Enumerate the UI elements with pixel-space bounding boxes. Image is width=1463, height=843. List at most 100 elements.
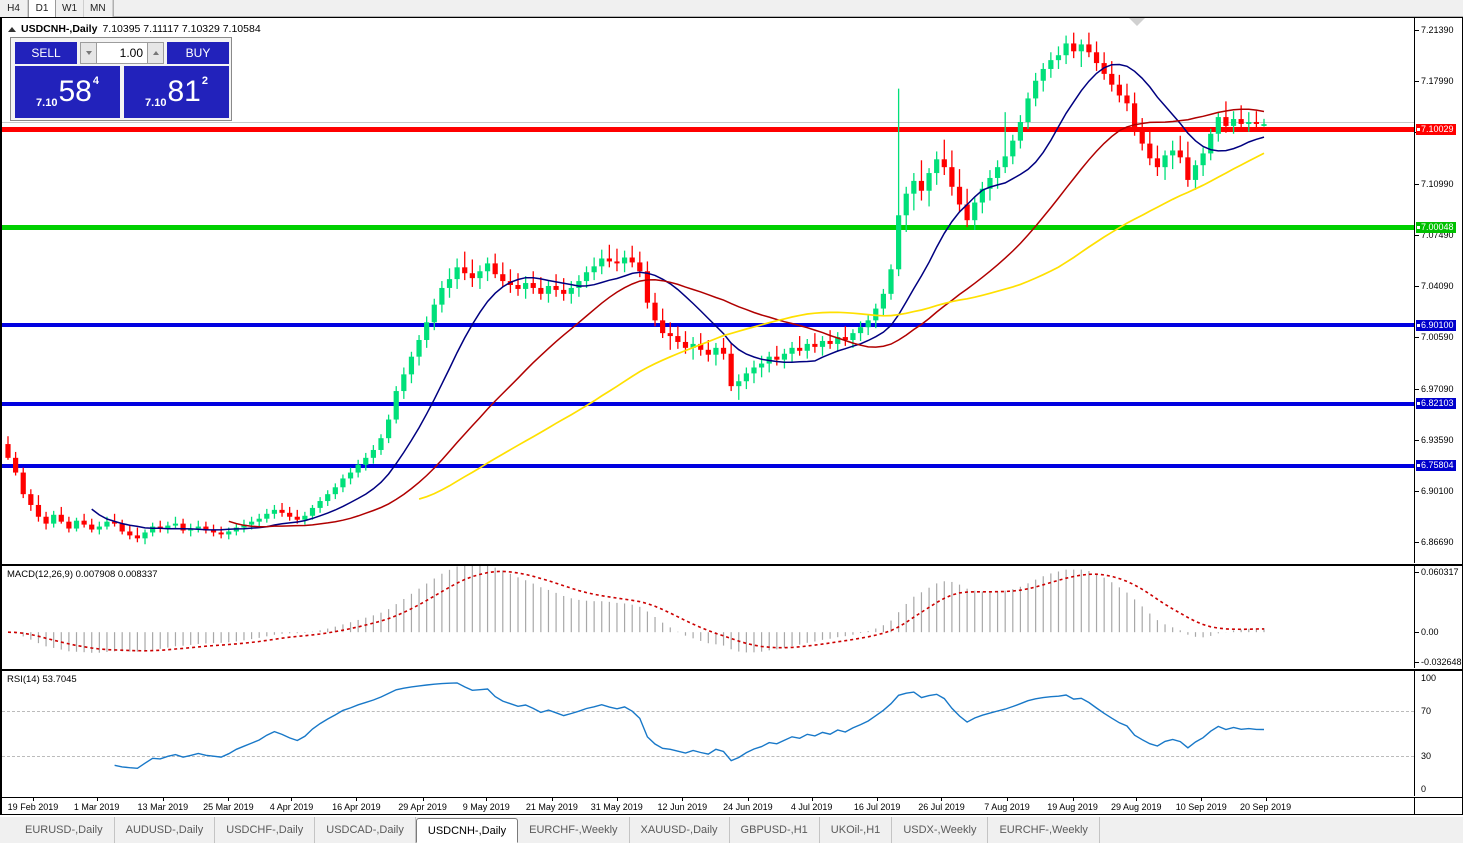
macd-axis-label: 0.060317 — [1421, 567, 1459, 577]
macd-pane[interactable]: MACD(12,26,9) 0.007908 0.008337 0.060317… — [2, 564, 1462, 668]
rsi-level-70-line — [2, 711, 1414, 713]
timeframe-button-d1[interactable]: D1 — [28, 0, 56, 17]
date-axis-label: 16 Jul 2019 — [853, 802, 901, 812]
axis-tick — [1415, 662, 1419, 663]
date-axis[interactable]: 19 Feb 2019 1 Mar 2019 13 Mar 2019 25 Mar 2… — [2, 797, 1462, 814]
date-axis-label: 29 Apr 2019 — [398, 802, 447, 812]
sell-button[interactable]: SELL — [15, 42, 77, 64]
buy-price-button[interactable]: 7.10 81 2 — [124, 66, 229, 118]
rsi-series — [114, 682, 1265, 770]
axis-tick — [1415, 572, 1419, 573]
chart-tab-eurchfweekly[interactable]: EURCHF-,Weekly — [988, 817, 1100, 843]
rsi-axis-label: 30 — [1421, 750, 1432, 761]
price-pane[interactable]: 7.213907.179907.144907.109907.074907.040… — [2, 18, 1462, 563]
rsi-pane[interactable]: RSI(14) 53.7045 100 70 30 0 — [2, 669, 1462, 796]
axis-tick — [1415, 337, 1419, 338]
axis-tick — [1415, 440, 1419, 441]
date-axis-label: 24 Jun 2019 — [723, 802, 773, 812]
timeframe-toolbar: H4 D1 W1 MN — [0, 0, 1463, 17]
chart-tabs-bar[interactable]: EURUSD-,Daily AUDUSD-,Daily USDCHF-,Daily U… — [0, 816, 1463, 843]
ohlc-values: 7.10395 7.11117 7.10329 7.10584 — [102, 23, 261, 35]
price-level-tag-7.10029[interactable]: 7.10029 — [1416, 124, 1456, 136]
chart-tab-usdcnhdaily[interactable]: USDCNH-,Daily — [415, 818, 519, 843]
price-axis-label: 7.21390 — [1421, 25, 1454, 35]
level-line-6.82103[interactable] — [2, 401, 1414, 406]
chart-tab-eurusddaily[interactable]: EURUSD-,Daily — [14, 817, 115, 843]
axis-tick — [551, 798, 553, 801]
chart-tab-usdcaddaily[interactable]: USDCAD-,Daily — [315, 817, 416, 843]
buy-button[interactable]: BUY — [167, 42, 229, 64]
volume-increase-button[interactable] — [147, 42, 164, 64]
level-line-7.10029[interactable] — [2, 127, 1414, 133]
price-plot[interactable] — [2, 18, 1414, 563]
rsi-axis-label: 70 — [1421, 706, 1432, 717]
axis-tick — [96, 798, 98, 801]
axis-tick — [422, 798, 424, 801]
chart-tab-usdchfdaily[interactable]: USDCHF-,Daily — [215, 817, 316, 843]
rsi-level-30-line — [2, 755, 1414, 757]
collapse-icon[interactable] — [8, 26, 16, 32]
timeframe-button-w1[interactable]: W1 — [56, 0, 84, 17]
price-level-tag-7.00048[interactable]: 7.00048 — [1416, 222, 1456, 234]
price-axis-label: 7.00590 — [1421, 332, 1454, 342]
volume-decrease-button[interactable] — [80, 42, 97, 64]
price-axis-label: 6.90100 — [1421, 486, 1454, 496]
price-level-tag-6.82103[interactable]: 6.82103 — [1416, 398, 1456, 410]
axis-tick — [1136, 798, 1138, 801]
ask-price-line — [2, 121, 1414, 123]
chart-tab-ukoilh1[interactable]: UKOil-,H1 — [820, 817, 893, 843]
chart-tab-eurchfweekly[interactable]: EURCHF-,Weekly — [518, 817, 630, 843]
volume-input[interactable]: 1.00 — [97, 42, 147, 64]
date-axis-label: 4 Apr 2019 — [269, 802, 314, 812]
sell-price-fraction: 4 — [92, 75, 99, 87]
date-axis-plot: 19 Feb 2019 1 Mar 2019 13 Mar 2019 25 Mar 2… — [2, 798, 1414, 814]
chart-area[interactable]: 7.213907.179907.144907.109907.074907.040… — [0, 17, 1463, 815]
level-line-7.00048[interactable] — [2, 225, 1414, 231]
axis-tick — [1415, 81, 1419, 82]
price-axis-label: 6.86690 — [1421, 537, 1454, 547]
date-axis-label: 19 Feb 2019 — [7, 802, 59, 812]
sell-price-button[interactable]: 7.10 58 4 — [15, 66, 120, 118]
axis-tick — [941, 798, 943, 801]
symbol-header: USDCNH-,Daily 7.10395 7.11117 7.10329 7.… — [8, 23, 261, 35]
chart-tab-usdxweekly[interactable]: USDX-,Weekly — [892, 817, 989, 843]
price-level-tag-6.90100[interactable]: 6.90100 — [1416, 319, 1456, 331]
sell-price-prefix: 7.10 — [36, 97, 58, 109]
timeframe-button-h4[interactable]: H4 — [0, 0, 28, 17]
price-axis-label: 7.17990 — [1421, 76, 1454, 86]
price-axis[interactable]: 7.213907.179907.144907.109907.074907.040… — [1414, 18, 1462, 563]
price-axis-label: 7.10990 — [1421, 179, 1454, 189]
one-click-trading-panel[interactable]: SELL 1.00 BUY 7.10 58 4 7.10 81 2 — [10, 37, 232, 121]
chart-tab-xauusddaily[interactable]: XAUUSD-,Daily — [630, 817, 730, 843]
timeframe-button-mn[interactable]: MN — [84, 0, 113, 17]
level-line-6.90100[interactable] — [2, 323, 1414, 328]
rsi-plot: RSI(14) 53.7045 — [2, 671, 1414, 796]
axis-tick — [616, 798, 618, 801]
symbol-label: USDCNH-,Daily — [21, 23, 98, 35]
level-line-6.75804[interactable] — [2, 463, 1414, 468]
date-axis-label: 10 Sep 2019 — [1175, 802, 1227, 812]
axis-tick — [1415, 30, 1419, 31]
buy-price-fraction: 2 — [201, 75, 208, 87]
axis-tick — [291, 798, 293, 801]
date-axis-label: 12 Jun 2019 — [657, 802, 708, 812]
volume-stepper[interactable]: 1.00 — [80, 42, 164, 64]
axis-tick — [162, 798, 164, 801]
axis-tick — [32, 798, 34, 801]
date-axis-label: 19 Aug 2019 — [1047, 802, 1098, 812]
price-level-tag-6.75804[interactable]: 6.75804 — [1416, 460, 1456, 472]
date-axis-label: 25 Mar 2019 — [203, 802, 254, 812]
date-axis-label: 29 Aug 2019 — [1111, 802, 1162, 812]
axis-tick — [228, 798, 230, 801]
macd-axis-label: 0.00 — [1421, 627, 1439, 638]
oct-top-row: SELL 1.00 BUY — [15, 42, 229, 64]
axis-tick — [1415, 286, 1419, 287]
date-axis-label: 13 Mar 2019 — [137, 802, 189, 812]
axis-tick — [1415, 184, 1419, 185]
chart-tab-gbpusdh1[interactable]: GBPUSD-,H1 — [730, 817, 820, 843]
chart-tab-audusddaily[interactable]: AUDUSD-,Daily — [115, 817, 216, 843]
date-axis-label: 1 Mar 2019 — [73, 802, 120, 812]
date-axis-label: 7 Aug 2019 — [984, 802, 1030, 812]
buy-price-prefix: 7.10 — [145, 97, 167, 109]
axis-tick — [1007, 798, 1009, 801]
